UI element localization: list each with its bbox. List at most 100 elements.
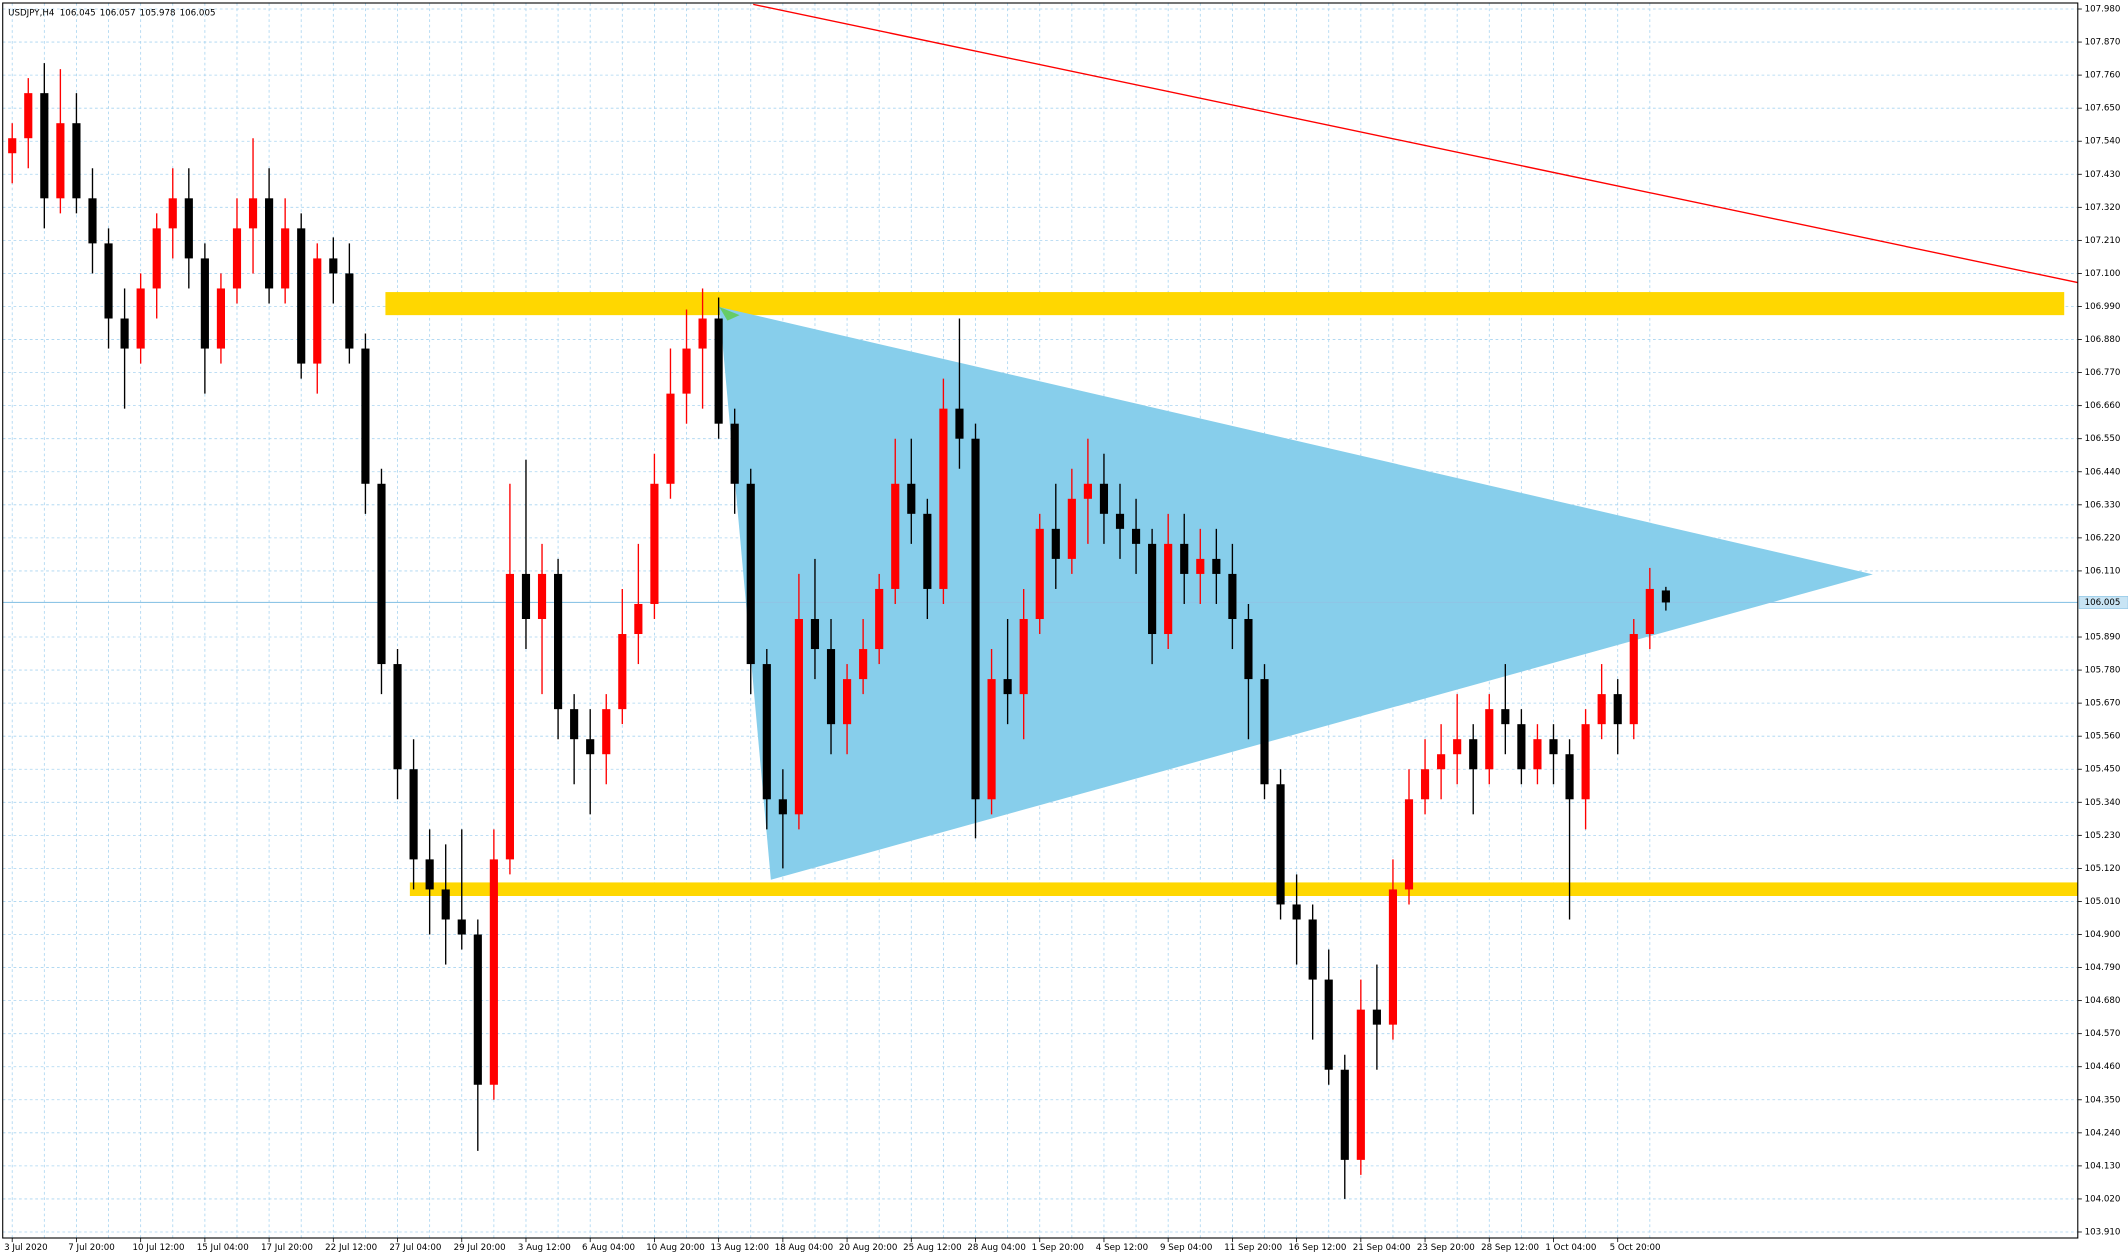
candle-body xyxy=(666,393,675,484)
candle-body xyxy=(377,483,386,665)
candle-body xyxy=(120,318,129,349)
triangle-pattern xyxy=(719,307,1873,880)
x-tick-label: 20 Aug 20:00 xyxy=(839,1243,897,1253)
candle-body xyxy=(248,198,258,229)
candle-body xyxy=(554,573,563,710)
x-tick-label: 1 Oct 04:00 xyxy=(1545,1243,1596,1253)
x-tick-label: 9 Sep 04:00 xyxy=(1160,1243,1212,1253)
y-tick-label: 104.680 xyxy=(2085,996,2121,1006)
candle-body xyxy=(570,709,579,740)
candle-body xyxy=(1067,498,1076,559)
x-tick-label: 6 Aug 04:00 xyxy=(582,1243,635,1253)
x-tick-label: 23 Sep 20:00 xyxy=(1417,1243,1475,1253)
resistance-zone xyxy=(385,292,2065,316)
x-tick-label: 17 Jul 20:00 xyxy=(261,1243,313,1253)
candle-body xyxy=(281,228,290,289)
candle-body xyxy=(1533,739,1542,770)
last-open: 106.045 xyxy=(60,8,96,18)
candle-body xyxy=(778,799,787,815)
candle-body xyxy=(104,243,113,319)
y-tick-label: 106.440 xyxy=(2085,467,2121,477)
x-tick-label: 3 Jul 2020 xyxy=(4,1243,48,1253)
candle-body xyxy=(618,634,627,710)
candle-body xyxy=(1180,543,1189,574)
x-tick-label: 21 Sep 04:00 xyxy=(1353,1243,1411,1253)
y-tick-label: 106.550 xyxy=(2085,434,2121,444)
candle-body xyxy=(72,123,81,199)
plot-frame xyxy=(2,2,2079,1239)
candle-body xyxy=(1324,979,1333,1070)
y-tick-label: 104.570 xyxy=(2085,1029,2121,1039)
x-tick-label: 22 Jul 12:00 xyxy=(325,1243,377,1253)
candle-body xyxy=(698,318,707,349)
y-tick-label: 107.870 xyxy=(2085,38,2121,48)
candle-body xyxy=(1035,528,1044,619)
candle-body xyxy=(313,258,322,364)
chart-header: USDJPY,H4 106.045 106.057 105.978 106.005 xyxy=(8,8,215,18)
axes: 103.910 104.020 104.130 104.240 104.350 104.4… xyxy=(4,5,2128,1253)
x-tick-label: 1 Sep 20:00 xyxy=(1032,1243,1084,1253)
candle-body xyxy=(1517,724,1526,770)
candle-body xyxy=(714,318,723,424)
candle-body xyxy=(136,288,145,349)
y-tick-label: 105.890 xyxy=(2085,633,2121,643)
candle-body xyxy=(1083,483,1092,499)
last-low: 105.978 xyxy=(140,8,176,18)
candle-body xyxy=(586,739,595,755)
x-tick-label: 7 Jul 20:00 xyxy=(68,1243,114,1253)
candle-body xyxy=(1565,754,1574,800)
candle-body xyxy=(1148,543,1157,635)
last-close: 106.005 xyxy=(180,8,216,18)
trend-line xyxy=(753,3,2078,284)
candle-body xyxy=(939,408,948,589)
y-tick-label: 104.020 xyxy=(2085,1194,2121,1204)
y-tick-label: 105.120 xyxy=(2085,864,2121,874)
x-tick-label: 28 Sep 12:00 xyxy=(1481,1243,1539,1253)
y-tick-label: 105.560 xyxy=(2085,732,2121,742)
x-tick-label: 16 Sep 12:00 xyxy=(1288,1243,1346,1253)
candle-body xyxy=(200,258,209,349)
candles xyxy=(8,63,1670,1199)
candle-body xyxy=(537,573,547,619)
candle-body xyxy=(1019,618,1028,695)
candle-body xyxy=(650,483,659,604)
candle-body xyxy=(1453,739,1462,755)
candle-body xyxy=(1597,694,1606,725)
candle-body xyxy=(1115,513,1125,529)
y-tick-label: 105.670 xyxy=(2085,699,2121,709)
y-tick-label: 106.880 xyxy=(2085,335,2121,345)
y-tick-label: 104.790 xyxy=(2085,963,2121,973)
y-tick-label: 107.980 xyxy=(2085,5,2121,15)
candle-body xyxy=(361,348,370,484)
candle-body xyxy=(265,198,274,289)
candle-body xyxy=(810,618,820,650)
support-zone xyxy=(409,882,2078,896)
candle-body xyxy=(297,228,306,364)
candle-body xyxy=(184,198,193,259)
candle-body xyxy=(987,679,996,800)
y-tick-label: 104.350 xyxy=(2085,1095,2121,1105)
candle-body xyxy=(794,618,803,815)
x-tick-label: 29 Jul 20:00 xyxy=(454,1243,506,1253)
candle-body xyxy=(1051,528,1060,559)
candle-body xyxy=(1661,590,1670,603)
candle-body xyxy=(634,603,643,635)
x-tick-label: 10 Jul 12:00 xyxy=(133,1243,185,1253)
x-tick-label: 25 Aug 12:00 xyxy=(903,1243,961,1253)
y-tick-label: 104.240 xyxy=(2085,1128,2121,1138)
candle-body xyxy=(682,348,691,394)
candle-body xyxy=(826,649,836,725)
candle-body xyxy=(971,438,980,800)
candle-body xyxy=(1292,904,1301,920)
candle-body xyxy=(216,288,226,349)
y-tick-label: 105.010 xyxy=(2085,897,2121,907)
candle-body xyxy=(907,483,916,514)
y-tick-label: 104.900 xyxy=(2085,930,2121,940)
candle-body xyxy=(1356,1009,1365,1160)
candle-body xyxy=(1196,558,1205,574)
candle-body xyxy=(457,919,466,935)
candle-body xyxy=(1629,634,1638,725)
candle-body xyxy=(168,198,177,229)
candle-body xyxy=(875,588,884,650)
